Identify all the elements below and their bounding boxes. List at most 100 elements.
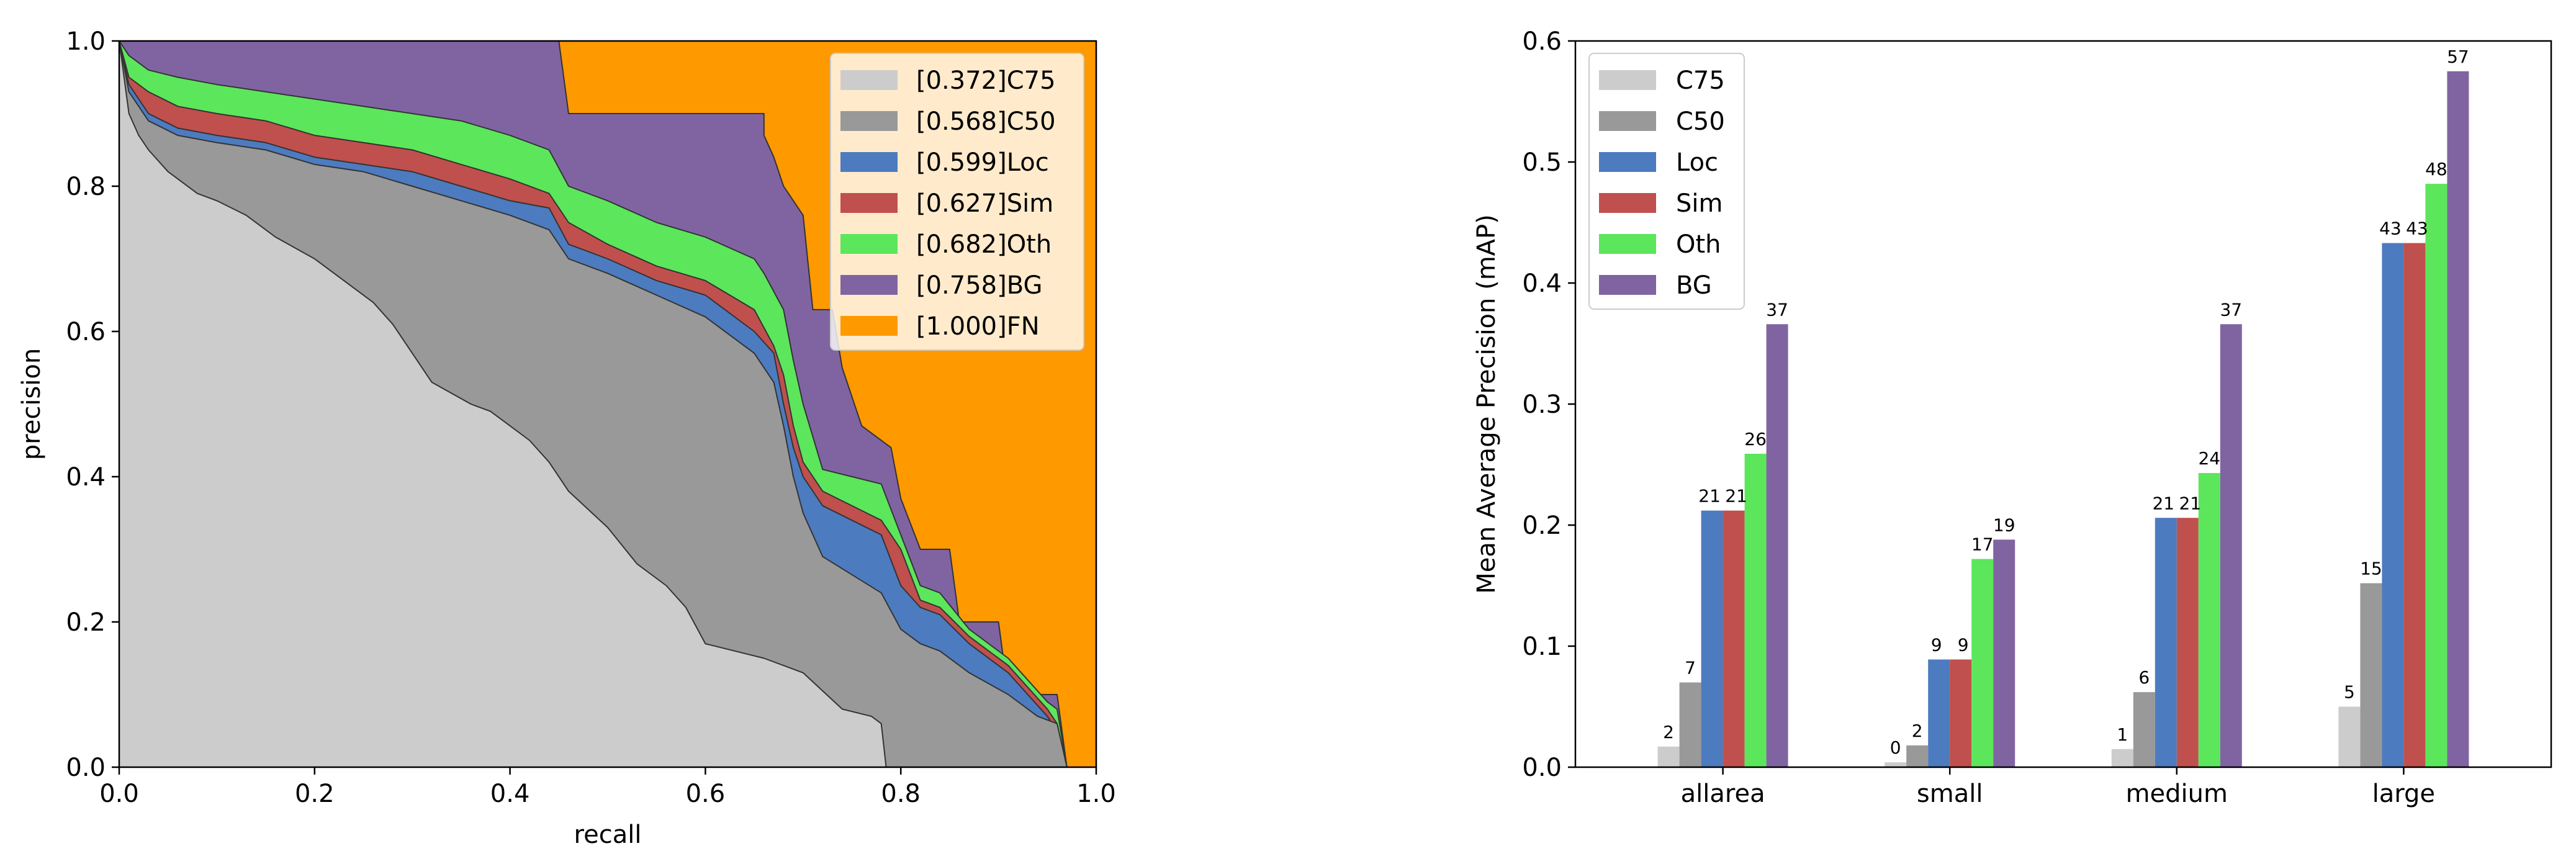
bar-value-label: 21: [1698, 486, 1721, 506]
pr-legend-swatch-oth: [840, 234, 898, 254]
bar-medium-sim: [2176, 518, 2199, 767]
pr-legend-swatch-fn: [840, 316, 898, 336]
bar-medium-bg: [2220, 324, 2242, 767]
bar-allarea-oth: [1744, 454, 1767, 767]
bar-value-label: 24: [2198, 448, 2220, 469]
pr-legend-swatch-bg: [840, 275, 898, 295]
bar-medium-oth: [2198, 473, 2220, 767]
bar-value-label: 57: [2447, 47, 2469, 67]
pr-x-axis: 0.0 0.2 0.4 0.6 0.8 1.0: [99, 767, 1116, 808]
bar-legend-swatch-c75: [1599, 70, 1656, 90]
bar-value-label: 43: [2379, 218, 2402, 239]
bar-y-tick-label: 0.2: [1522, 511, 1562, 540]
pr-x-tick-label: 0.0: [99, 780, 139, 808]
bar-value-label: 9: [1931, 635, 1942, 655]
bar-legend-label-loc: Loc: [1676, 148, 1718, 177]
pr-y-tick-label: 0.2: [66, 608, 106, 637]
bar-value-label: 26: [1744, 429, 1767, 449]
bar-value-label: 37: [1766, 299, 1788, 320]
bar-large-c50: [2360, 583, 2382, 767]
bar-x-tick-label-medium: medium: [2126, 780, 2228, 808]
bar-x-tick-label-allarea: allarea: [1681, 780, 1765, 808]
pr-x-tick-label: 0.2: [295, 780, 335, 808]
pr-y-axis-label: precision: [17, 348, 46, 460]
bar-legend-swatch-c50: [1599, 111, 1656, 131]
pr-legend-swatch-loc: [840, 152, 898, 172]
pr-legend-label-loc: [0.599]Loc: [916, 148, 1049, 177]
bar-value-label: 21: [2179, 493, 2201, 513]
pr-x-axis-label: recall: [574, 821, 642, 849]
pr-legend-swatch-c50: [840, 111, 898, 131]
bar-large-oth: [2425, 184, 2448, 768]
pr-y-axis: 0.0 0.2 0.4 0.6 0.8 1.0: [66, 27, 119, 782]
pr-plot-frame: [118, 40, 1097, 768]
pr-legend: [0.372]C75 [0.568]C50 [0.599]Loc [0.627]Sim…: [830, 53, 1084, 351]
bar-legend-label-sim: Sim: [1676, 189, 1723, 218]
bar-legend: C75 C50 Loc Sim Oth BG: [1588, 53, 1745, 310]
bar-y-tick-label: 0.6: [1522, 27, 1562, 56]
bar-small-sim: [1950, 659, 1972, 767]
bar-y-axis-label: Mean Average Precision (mAP): [1472, 214, 1501, 594]
pr-x-tick-label: 0.8: [881, 780, 921, 808]
bar-y-tick-label: 0.4: [1522, 269, 1562, 298]
bar-value-label: 21: [1725, 486, 1747, 506]
pr-x-tick-label: 0.6: [686, 780, 726, 808]
bar-medium-c75: [2111, 749, 2133, 768]
pr-legend-label-c75: [0.372]C75: [916, 66, 1056, 95]
bar-medium-loc: [2155, 518, 2177, 767]
bar-value-label: 1: [2117, 724, 2128, 745]
bar-small-loc: [1928, 659, 1950, 767]
bar-y-axis: 0.0 0.1 0.2 0.3 0.4 0.5 0.6: [1522, 27, 1575, 782]
bar-legend-label-c50: C50: [1676, 107, 1725, 136]
bar-allarea-sim: [1723, 510, 1745, 767]
bar-allarea-c75: [1657, 746, 1680, 767]
bar-y-tick-label: 0.3: [1522, 390, 1562, 419]
pr-y-tick-label: 0.6: [66, 318, 106, 346]
bar-value-label: 6: [2138, 667, 2150, 688]
bar-x-tick-label-small: small: [1917, 780, 1983, 808]
bar-value-label: 15: [2360, 559, 2382, 579]
pr-legend-label-oth: [0.682]Oth: [916, 230, 1052, 259]
bar-y-tick-label: 0.1: [1522, 632, 1562, 661]
bar-large-loc: [2382, 243, 2404, 768]
pr-legend-swatch-c75: [840, 70, 898, 90]
bar-legend-label-c75: C75: [1676, 66, 1725, 95]
bar-allarea-bg: [1766, 324, 1788, 767]
bar-value-label: 0: [1890, 737, 1901, 758]
bar-allarea-loc: [1701, 510, 1723, 767]
pr-y-tick-label: 0.4: [66, 463, 106, 492]
pr-y-tick-label: 0.0: [66, 754, 106, 782]
bar-value-label: 2: [1663, 722, 1674, 742]
pr-y-tick-label: 0.8: [66, 173, 106, 201]
bar-value-label: 19: [1993, 515, 2015, 535]
bar-small-oth: [1971, 559, 1994, 767]
bar-value-label: 37: [2220, 299, 2242, 320]
bar-medium-c50: [2133, 692, 2155, 767]
bar-value-label: 17: [1971, 534, 1994, 555]
bar-legend-label-oth: Oth: [1676, 230, 1721, 259]
bar-large-sim: [2403, 243, 2426, 768]
bar-y-tick-label: 0.0: [1522, 754, 1562, 782]
bar-value-label: 7: [1685, 658, 1696, 678]
bar-legend-swatch-sim: [1599, 193, 1656, 213]
bar-small-c50: [1906, 745, 1929, 767]
bar-value-label: 2: [1912, 721, 1923, 741]
bar-value-label: 21: [2152, 493, 2174, 513]
bar-value-label: 5: [2344, 682, 2355, 703]
bar-y-tick-label: 0.5: [1522, 148, 1562, 177]
pr-legend-label-c50: [0.568]C50: [916, 107, 1056, 136]
bar-legend-swatch-loc: [1599, 152, 1656, 172]
pr-legend-swatch-sim: [840, 193, 898, 213]
pr-area-layers: [119, 40, 1096, 768]
bar-x-tick-label-large: large: [2372, 780, 2435, 808]
bar-small-bg: [1993, 539, 2015, 767]
bar-value-label: 43: [2406, 218, 2428, 239]
pr-legend-label-fn: [1.000]FN: [916, 312, 1040, 341]
bar-large-c75: [2338, 706, 2361, 767]
bar-legend-swatch-oth: [1599, 234, 1656, 254]
bar-x-axis: allarea small medium large: [1681, 767, 2435, 808]
bar-series: [1657, 71, 2469, 768]
